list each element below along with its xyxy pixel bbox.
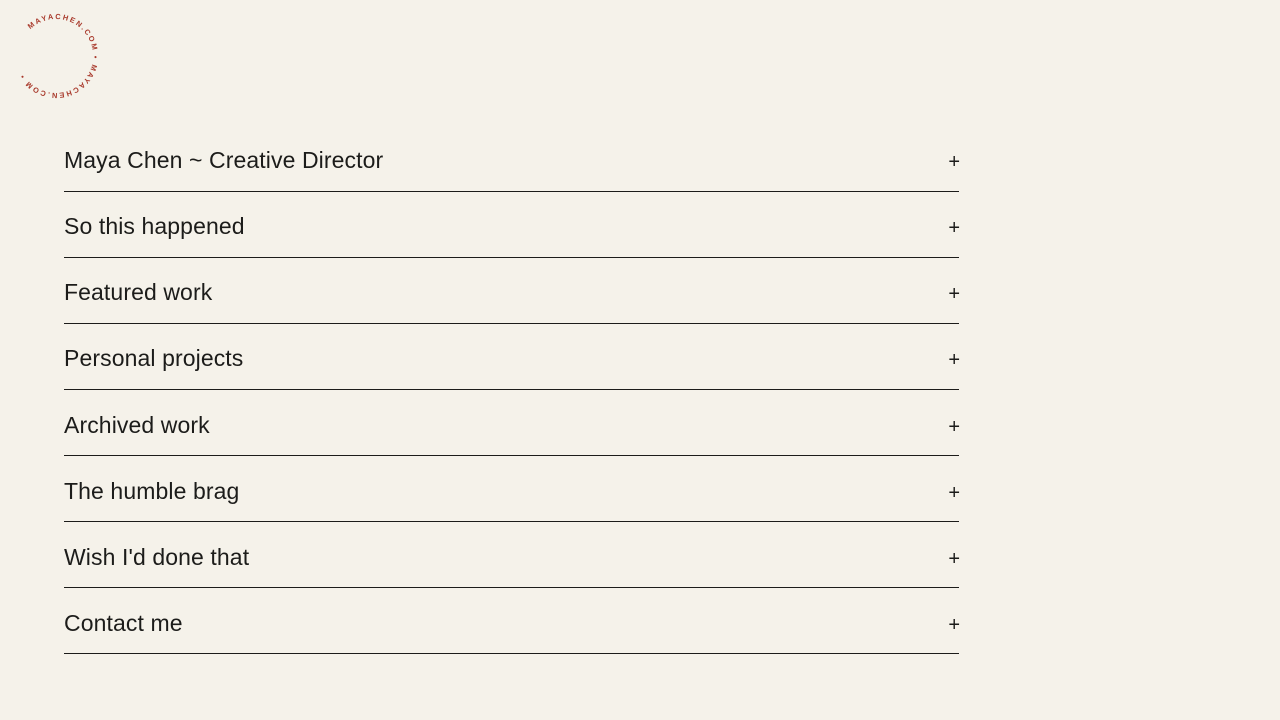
svg-text:MAYACHEN.COM • MAYACHEN.COM •: MAYACHEN.COM • MAYACHEN.COM • xyxy=(17,12,100,100)
